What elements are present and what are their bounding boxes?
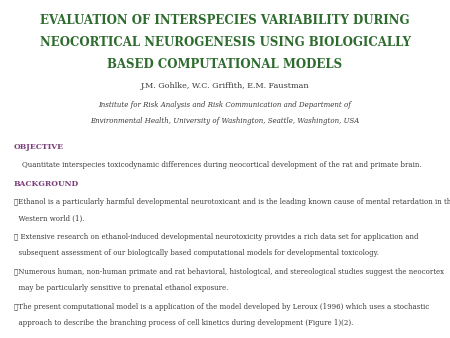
Text: BASED COMPUTATIONAL MODELS: BASED COMPUTATIONAL MODELS [108, 58, 342, 71]
Text: subsequent assessment of our biologically based computational models for develop: subsequent assessment of our biologicall… [14, 249, 378, 258]
Text: ❖Ethanol is a particularly harmful developmental neurotoxicant and is the leadin: ❖Ethanol is a particularly harmful devel… [14, 198, 450, 207]
Text: OBJECTIVE: OBJECTIVE [14, 143, 63, 151]
Text: NEOCORTICAL NEUROGENESIS USING BIOLOGICALLY: NEOCORTICAL NEUROGENESIS USING BIOLOGICA… [40, 36, 410, 49]
Text: may be particularly sensitive to prenatal ethanol exposure.: may be particularly sensitive to prenata… [14, 284, 228, 292]
Text: ❖Numerous human, non-human primate and rat behavioral, histological, and stereol: ❖Numerous human, non-human primate and r… [14, 268, 444, 276]
Text: Institute for Risk Analysis and Risk Communication and Department of: Institute for Risk Analysis and Risk Com… [99, 101, 351, 109]
Text: Western world (1).: Western world (1). [14, 215, 84, 223]
Text: Environmental Health, University of Washington, Seattle, Washington, USA: Environmental Health, University of Wash… [90, 117, 360, 125]
Text: BACKGROUND: BACKGROUND [14, 180, 79, 188]
Text: EVALUATION OF INTERSPECIES VARIABILITY DURING: EVALUATION OF INTERSPECIES VARIABILITY D… [40, 14, 410, 26]
Text: approach to describe the branching process of cell kinetics during development (: approach to describe the branching proce… [14, 319, 353, 327]
Text: ❖ Extensive research on ethanol-induced developmental neurotoxicity provides a r: ❖ Extensive research on ethanol-induced … [14, 233, 418, 241]
Text: Quantitate interspecies toxicodynamic differences during neocortical development: Quantitate interspecies toxicodynamic di… [22, 161, 422, 169]
Text: ❖The present computational model is a application of the model developed by Lero: ❖The present computational model is a ap… [14, 303, 429, 311]
Text: J.M. Gohlke, W.C. Griffith, E.M. Faustman: J.M. Gohlke, W.C. Griffith, E.M. Faustma… [141, 82, 309, 91]
